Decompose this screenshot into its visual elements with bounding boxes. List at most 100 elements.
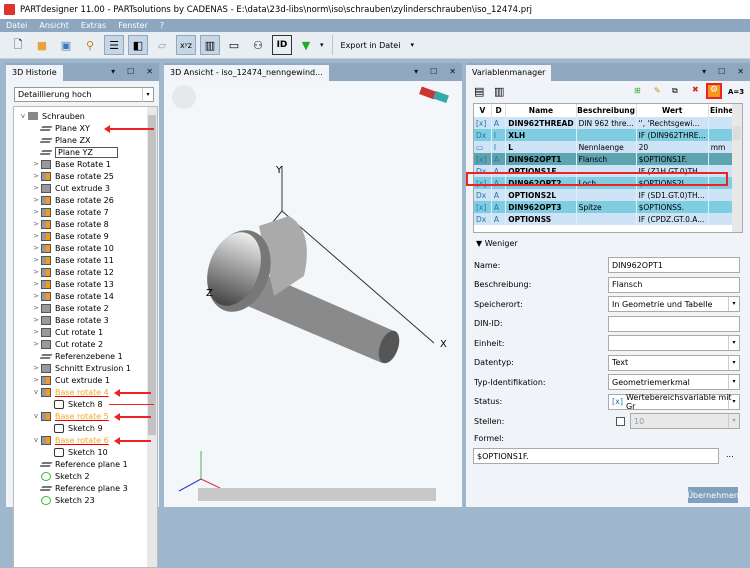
tree-item[interactable]: > Base rotate 25 [31, 170, 114, 182]
menu-help[interactable]: ? [159, 21, 165, 30]
table-row[interactable]: [x] A DIN962OPT3 Spitze $OPTIONSS. [474, 201, 742, 213]
horizontal-layout-icon[interactable]: ▤ [474, 85, 485, 98]
sketch-icon[interactable]: ▱ [157, 38, 167, 52]
desc-field[interactable]: Flansch [608, 276, 740, 293]
col-d[interactable]: D [491, 104, 507, 117]
table-row[interactable]: Dx A OPTIONS2L IF (SD1.GT.0)TH... [474, 189, 742, 201]
vertical-layout-icon[interactable]: ▥ [494, 85, 505, 98]
expand-icon[interactable]: > [33, 208, 39, 216]
id-options-icon[interactable]: ▭ [228, 38, 240, 52]
unit-field[interactable]: ▾ [608, 335, 740, 351]
table-scrollbar[interactable] [732, 104, 742, 232]
store-field[interactable]: In Geometrie und Tabelle ▾ [608, 296, 740, 312]
status-field[interactable]: [x] Wertebereichsvariable mit Gr ▾ [608, 393, 740, 411]
tab-variablenmanager[interactable]: Variablenmanager [466, 65, 552, 81]
tree-item[interactable]: Reference plane 3 [31, 482, 128, 494]
table-row[interactable]: [x] A DIN962THREAD DIN 962 thre... '', 'Rech… [474, 117, 742, 129]
expand-icon[interactable]: > [33, 340, 39, 348]
scrollbar-thumb[interactable] [733, 126, 741, 140]
expand-icon[interactable]: > [33, 268, 39, 276]
tree-item[interactable]: Plane YZ [31, 146, 118, 158]
export-button[interactable]: Export in Datei [340, 40, 401, 50]
save-icon[interactable]: ▣ [60, 38, 72, 52]
xyz-variables-icon[interactable]: xʸz [176, 35, 196, 55]
view-toolbar[interactable] [198, 488, 436, 501]
apply-button[interactable]: Übernehmen [687, 487, 739, 503]
3d-glasses-icon[interactable] [419, 86, 449, 104]
tree-item[interactable]: > Cut extrude 3 [31, 182, 110, 194]
tree-item[interactable]: Referenzebene 1 [31, 350, 123, 362]
expand-icon[interactable]: > [33, 376, 39, 384]
close-icon[interactable]: ✕ [146, 67, 153, 76]
name-field[interactable]: DIN962OPT1 [608, 257, 740, 273]
tab-3d-historie[interactable]: 3D Historie [6, 65, 63, 81]
formula-editor-button[interactable]: ... [726, 450, 734, 459]
delete-variable-icon[interactable]: ✖ [692, 85, 699, 94]
digits-field[interactable]: 10 ▾ [630, 413, 740, 429]
expand-icon[interactable]: > [33, 364, 39, 372]
expand-icon[interactable]: > [33, 232, 39, 240]
menu-ansicht[interactable]: Ansicht [39, 21, 69, 30]
edit-variable-icon[interactable]: ✎ [654, 86, 661, 95]
expand-icon[interactable]: v [20, 112, 26, 120]
tree-item[interactable]: > Cut extrude 1 [31, 374, 110, 386]
formula-mode-button[interactable]: A=3 [728, 88, 745, 96]
tree-item[interactable]: Sketch 23 [31, 494, 95, 506]
expand-icon[interactable]: > [33, 196, 39, 204]
close-icon[interactable]: ✕ [449, 67, 456, 76]
expand-icon[interactable]: > [33, 292, 39, 300]
digits-checkbox[interactable] [616, 416, 625, 426]
col-v[interactable]: V [474, 104, 492, 117]
col-name[interactable]: Name [505, 104, 577, 117]
tree-item[interactable]: > Cut rotate 1 [31, 326, 103, 338]
search-icon[interactable]: ⚲ [85, 38, 95, 52]
list-view-icon[interactable]: ☰ [104, 35, 124, 55]
table-row[interactable]: ▭ I L Nennlaenge 20 mm [474, 141, 742, 153]
col-beschreibung[interactable]: Beschreibung [576, 104, 637, 117]
tree-item[interactable]: > Cut rotate 2 [31, 338, 103, 350]
tab-3d-ansicht[interactable]: 3D Ansicht - iso_12474_nenngewind... [164, 65, 329, 81]
tree-item[interactable]: > Base rotate 11 [31, 254, 114, 266]
close-icon[interactable]: ✕ [737, 67, 744, 76]
tree-item[interactable]: Plane XY [31, 122, 90, 134]
dropdown-arrow-icon[interactable]: ▾ [320, 41, 324, 49]
formula-field[interactable]: $OPTIONS1F. [473, 448, 719, 464]
tree-item[interactable]: Sketch 2 [31, 470, 90, 482]
tree-item[interactable]: v Base rotate 4 [31, 386, 109, 398]
tree-item[interactable]: > Base rotate 26 [31, 194, 114, 206]
typeid-field[interactable]: Geometriemerkmal ▾ [608, 374, 740, 390]
tree-item[interactable]: Reference plane 1 [31, 458, 128, 470]
tree-item[interactable]: v Base rotate 5 [31, 410, 109, 422]
open-folder-icon[interactable]: ■ [36, 38, 48, 52]
triangle-menu-icon[interactable]: ▼ [301, 38, 311, 52]
maximize-icon[interactable]: ☐ [127, 67, 135, 76]
view-cube-icon[interactable] [172, 85, 196, 109]
expand-icon[interactable]: > [33, 316, 39, 324]
panel-menu-icon[interactable]: ▾ [111, 67, 116, 76]
tree-item[interactable]: > Base rotate 2 [31, 302, 109, 314]
maximize-icon[interactable]: ☐ [718, 67, 726, 76]
scrollbar-thumb[interactable] [148, 115, 156, 435]
panel-menu-icon[interactable]: ▾ [414, 67, 419, 76]
tree-item[interactable]: v Schrauben [18, 110, 85, 122]
table-row[interactable]: Dx A OPTIONS1F IF (Z1H.GT.0)TH... [474, 165, 742, 177]
tree-item[interactable]: > Base rotate 10 [31, 242, 114, 254]
menu-extras[interactable]: Extras [80, 21, 107, 30]
tree-item[interactable]: Sketch 8 [44, 398, 103, 410]
expand-icon[interactable]: > [33, 184, 39, 192]
maximize-icon[interactable]: ☐ [430, 67, 438, 76]
tree-item[interactable]: > Base rotate 13 [31, 278, 114, 290]
tree-item[interactable]: > Base rotate 14 [31, 290, 114, 302]
expand-icon[interactable]: > [33, 244, 39, 252]
tree-item[interactable]: Sketch 9 [44, 422, 103, 434]
new-file-icon[interactable]: 🗋 [13, 37, 23, 51]
tree-item[interactable]: > Base rotate 3 [31, 314, 109, 326]
3d-view-icon[interactable]: ◧ [128, 35, 148, 55]
gear-icon[interactable]: ⚙ [706, 83, 722, 99]
expand-icon[interactable]: > [33, 172, 39, 180]
add-variable-icon[interactable]: ⊞ [634, 86, 641, 95]
table-icon[interactable]: ▥ [200, 35, 220, 55]
copy-variable-icon[interactable]: ⧉ [672, 86, 678, 95]
tree-item[interactable]: > Base rotate 9 [31, 230, 109, 242]
menu-datei[interactable]: Datei [6, 21, 28, 30]
